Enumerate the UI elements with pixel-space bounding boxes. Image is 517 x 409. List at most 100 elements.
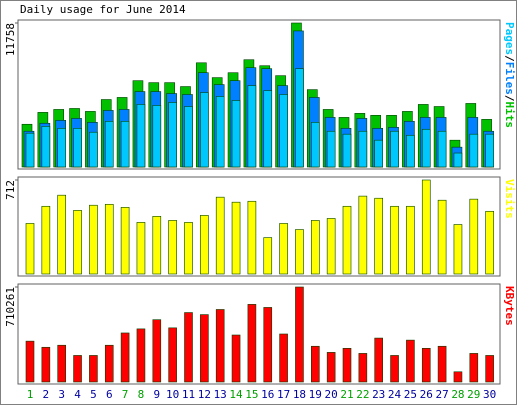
bar	[104, 344, 114, 383]
bar	[342, 205, 352, 275]
bar	[358, 353, 368, 383]
bar	[184, 106, 193, 168]
bar	[120, 121, 130, 168]
legend-entry: Visits	[503, 179, 516, 219]
bar	[104, 121, 114, 168]
x-tick-label: 16	[261, 388, 274, 401]
x-tick-label: 29	[467, 388, 480, 401]
bar	[89, 355, 98, 383]
bar	[200, 92, 209, 168]
bar	[231, 100, 241, 168]
y-tick-label: 712	[4, 180, 17, 200]
bar	[295, 229, 304, 275]
bar	[73, 210, 82, 275]
bar	[437, 130, 447, 168]
bar	[41, 126, 51, 168]
bar	[485, 133, 494, 168]
bar	[279, 333, 288, 383]
bar	[453, 224, 463, 275]
bar	[231, 201, 241, 275]
y-tick-label: 710261	[4, 287, 17, 327]
bar	[73, 127, 82, 168]
bar	[390, 130, 399, 168]
bar	[184, 312, 193, 383]
x-tick-label: 2	[43, 388, 50, 401]
bar	[326, 352, 336, 383]
legend-entry: Hits	[503, 102, 516, 129]
bar	[469, 353, 479, 383]
bar	[310, 220, 320, 275]
y-tick-label: 11758	[4, 23, 17, 56]
bar	[200, 314, 209, 383]
panel	[17, 283, 501, 385]
bar	[168, 327, 177, 383]
bar	[57, 344, 67, 383]
bar	[406, 134, 415, 168]
x-tick-label: 6	[106, 388, 113, 401]
bar	[184, 222, 193, 275]
bar	[263, 237, 273, 275]
bar	[342, 347, 352, 383]
x-tick-label: 14	[229, 388, 243, 401]
bar	[406, 205, 415, 275]
bar	[358, 130, 368, 168]
x-tick-label: 25	[404, 388, 417, 401]
bar	[247, 304, 257, 383]
bar	[89, 131, 98, 168]
bar	[168, 102, 177, 168]
legend-entry: Pages	[503, 22, 516, 55]
legend-entry: Files	[503, 62, 516, 95]
bar	[231, 334, 241, 383]
bar	[120, 332, 130, 383]
x-tick-label: 11	[182, 388, 195, 401]
bar	[421, 128, 431, 168]
bar	[310, 345, 320, 383]
x-tick-label: 12	[198, 388, 211, 401]
x-tick-label: 4	[74, 388, 81, 401]
bar	[485, 210, 494, 275]
legend: Visits	[503, 179, 516, 219]
x-tick-label: 3	[58, 388, 65, 401]
bar	[25, 223, 35, 275]
x-tick-label: 28	[451, 388, 464, 401]
bar	[421, 347, 431, 383]
bar	[215, 196, 225, 275]
x-tick-label: 20	[325, 388, 338, 401]
x-tick-label: 5	[90, 388, 97, 401]
bar	[374, 139, 384, 168]
bar	[263, 307, 273, 383]
bar	[279, 223, 288, 275]
x-tick-label: 17	[277, 388, 290, 401]
x-tick-label: 19	[309, 388, 322, 401]
bar	[437, 199, 447, 275]
bar	[390, 205, 399, 275]
bar	[41, 205, 51, 275]
bar	[73, 355, 82, 383]
x-tick-label: 10	[166, 388, 179, 401]
legend-separator: /	[503, 55, 516, 62]
bar	[342, 133, 352, 168]
legend: KBytes	[503, 286, 516, 326]
bar	[263, 90, 273, 168]
x-tick-label: 18	[293, 388, 306, 401]
legend: Pages/Files/Hits	[503, 22, 516, 128]
bar	[57, 194, 67, 275]
bar	[200, 215, 209, 275]
x-tick-label: 24	[388, 388, 402, 401]
x-tick-label: 9	[153, 388, 160, 401]
bar	[279, 94, 288, 168]
x-tick-label: 7	[122, 388, 129, 401]
legend-entry: KBytes	[503, 286, 516, 326]
bar	[57, 127, 67, 168]
bar	[390, 355, 399, 383]
bar	[136, 104, 146, 168]
bar	[41, 346, 51, 383]
bar	[152, 105, 162, 168]
bar	[374, 337, 384, 383]
bar	[295, 68, 304, 168]
bar	[358, 195, 368, 275]
bar	[326, 130, 336, 168]
bar	[326, 218, 336, 275]
x-tick-label: 26	[420, 388, 433, 401]
bar	[104, 203, 114, 275]
